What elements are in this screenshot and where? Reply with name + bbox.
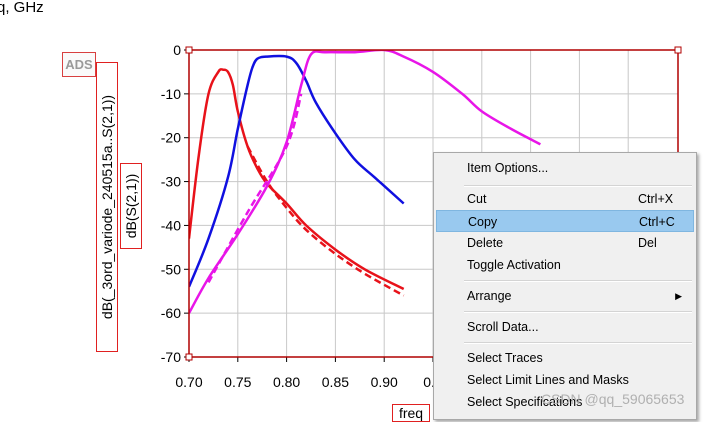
menu-item-select-limit-lines[interactable]: Select Limit Lines and Masks — [436, 369, 694, 391]
resize-handle — [674, 46, 682, 54]
watermark: CSDN @qq_59065653 — [541, 391, 685, 407]
menu-item-toggle-activation[interactable]: Toggle Activation — [436, 254, 694, 276]
menu-item-shortcut: Ctrl+C — [639, 215, 675, 229]
y-tick-label: -70 — [161, 349, 181, 365]
menu-item-shortcut: Del — [638, 236, 657, 250]
y-tick-label: 0 — [173, 42, 181, 58]
y-tick-label: -40 — [161, 217, 181, 233]
menu-item-select-specifications[interactable]: Select Specifications — [436, 391, 694, 413]
menu-separator — [464, 280, 692, 282]
x-tick-label: 0.90 — [371, 374, 398, 390]
trace-blue-solid-2 — [189, 54, 405, 288]
context-menu: Item Options... Cut Ctrl+X Copy Ctrl+C Del… — [433, 152, 697, 420]
menu-item-label: Toggle Activation — [467, 258, 561, 272]
resize-handle — [185, 353, 193, 361]
y-tick-label: -50 — [161, 261, 181, 277]
y-tick-label: -10 — [161, 86, 181, 102]
menu-item-label: Delete — [467, 236, 504, 250]
y-axis-label-outer[interactable]: dB(_3ord_variode_240515a..S(2,1)) — [96, 62, 118, 352]
menu-item-label: Select Specifications — [467, 395, 583, 409]
ads-logo: ADS — [62, 52, 96, 77]
menu-separator — [464, 185, 692, 187]
menu-item-label: Arrange — [467, 289, 512, 303]
menu-item-cut[interactable]: Cut Ctrl+X — [436, 188, 694, 210]
resize-handle — [185, 46, 193, 54]
y-axis-label-inner-text: dB(S(2,1)) — [123, 173, 139, 239]
menu-item-options[interactable]: Item Options... — [436, 157, 694, 179]
menu-item-label: Item Options... — [467, 161, 549, 175]
x-tick-label: 0.85 — [322, 374, 349, 390]
frequency-unit-label: q, GHz — [0, 0, 44, 16]
menu-item-delete[interactable]: Delete Del — [436, 232, 694, 254]
trace-magenta-dashed-4 — [207, 93, 303, 284]
menu-item-label: Scroll Data... — [467, 320, 539, 334]
menu-item-arrange[interactable]: Arrange ▶ — [436, 285, 694, 307]
y-tick-label: -20 — [161, 130, 181, 146]
y-axis-label-outer-text: dB(_3ord_variode_240515a..S(2,1)) — [99, 94, 115, 320]
trace-red-solid-0 — [189, 68, 405, 291]
x-tick-label: 0.70 — [175, 374, 202, 390]
trace-red-dashed-1 — [246, 145, 405, 297]
x-axis-label[interactable]: freq — [392, 404, 430, 422]
y-axis-label-inner[interactable]: dB(S(2,1)) — [120, 163, 142, 249]
menu-item-label: Cut — [467, 192, 487, 206]
y-tick-label: -60 — [161, 305, 181, 321]
menu-item-label: Select Traces — [467, 351, 543, 365]
menu-separator — [464, 342, 692, 344]
menu-item-shortcut: Ctrl+X — [638, 192, 674, 206]
menu-item-scroll-data[interactable]: Scroll Data... — [436, 316, 694, 338]
menu-item-label: Copy — [468, 215, 498, 229]
submenu-arrow-icon: ▶ — [675, 291, 682, 301]
menu-item-copy[interactable]: Copy Ctrl+C — [436, 210, 694, 232]
menu-separator — [464, 311, 692, 313]
x-tick-label: 0.75 — [224, 374, 251, 390]
x-tick-label: 0.80 — [273, 374, 300, 390]
menu-item-label: Select Limit Lines and Masks — [467, 373, 629, 387]
plot-traces — [189, 50, 541, 314]
menu-item-select-traces[interactable]: Select Traces — [436, 347, 694, 369]
trace-magenta-solid-3 — [189, 50, 541, 314]
axis-ticks: 0 -10 -20 -30 -40 -50 -60 -70 0.70 0.75 0.80 0.85 0.… — [161, 42, 443, 390]
y-tick-label: -30 — [161, 174, 181, 190]
